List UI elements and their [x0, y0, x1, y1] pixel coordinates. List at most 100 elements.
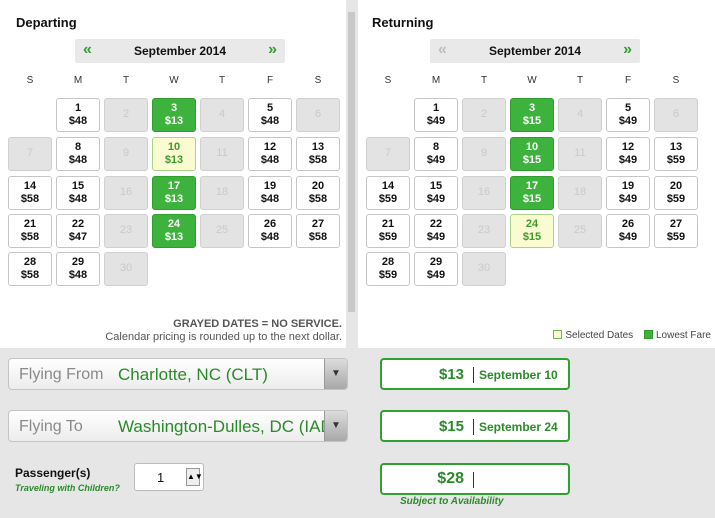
day-number: 18	[215, 186, 229, 198]
day-fare: $58	[20, 231, 40, 243]
returning-day-cell[interactable]: 27 $59	[654, 214, 698, 248]
day-number: 30	[477, 262, 491, 274]
day-number: 23	[119, 224, 133, 236]
returning-day-cell[interactable]: 22 $49	[414, 214, 458, 248]
departing-day-cell[interactable]: 5 $48	[248, 98, 292, 132]
returning-prev-month-icon[interactable]: «	[438, 41, 447, 58]
return-fare-price: $15	[438, 418, 464, 435]
returning-day-cell[interactable]: 3 $15	[510, 98, 554, 132]
returning-day-cell[interactable]: 5 $49	[606, 98, 650, 132]
returning-month-name: September 2014	[488, 44, 582, 58]
departing-day-cell: 11	[200, 137, 244, 171]
departing-day-cell[interactable]: 1 $48	[56, 98, 100, 132]
passengers-value: 1	[157, 470, 165, 485]
departing-day-cell[interactable]: 12 $48	[248, 137, 292, 171]
day-fare: $58	[20, 269, 40, 281]
returning-next-month-icon[interactable]: »	[623, 41, 632, 58]
returning-day-cell[interactable]: 14 $59	[366, 176, 410, 210]
weekday-header: T	[122, 75, 130, 86]
weekday-header: M	[431, 75, 441, 86]
returning-day-cell[interactable]: 19 $49	[606, 176, 650, 210]
day-number: 14	[381, 180, 395, 192]
flying-to-dropdown-button[interactable]: ▼	[324, 411, 347, 441]
departing-day-cell[interactable]: 28 $58	[8, 252, 52, 286]
flying-to-label: Flying To	[19, 418, 83, 435]
departing-day-cell[interactable]: 20 $58	[296, 176, 340, 210]
traveling-with-children-link[interactable]: Traveling with Children?	[15, 483, 120, 493]
returning-day-cell[interactable]: 10 $15	[510, 137, 554, 171]
day-fare: $15	[522, 193, 542, 205]
day-number: 18	[573, 186, 587, 198]
day-number: 25	[215, 224, 229, 236]
day-fare: $15	[522, 115, 542, 127]
departing-month-bar: « September 2014 »	[75, 39, 285, 63]
passengers-label: Passenger(s)	[15, 466, 91, 480]
departing-month-name: September 2014	[133, 44, 227, 58]
day-fare: $58	[308, 231, 328, 243]
departing-day-cell[interactable]: 22 $47	[56, 214, 100, 248]
flying-from-dropdown-button[interactable]: ▼	[324, 359, 347, 389]
passengers-select[interactable]: 1 ▲▼	[134, 463, 204, 491]
departing-day-cell[interactable]: 10 $13	[152, 137, 196, 171]
returning-day-cell[interactable]: 29 $49	[414, 252, 458, 286]
day-fare: $13	[164, 115, 184, 127]
weekday-header: T	[480, 75, 488, 86]
returning-day-cell[interactable]: 15 $49	[414, 176, 458, 210]
returning-day-cell[interactable]: 28 $59	[366, 252, 410, 286]
returning-day-cell[interactable]: 20 $59	[654, 176, 698, 210]
departing-day-cell[interactable]: 26 $48	[248, 214, 292, 248]
departing-day-cell[interactable]: 21 $58	[8, 214, 52, 248]
departing-day-cell[interactable]: 29 $48	[56, 252, 100, 286]
returning-day-cell[interactable]: 21 $59	[366, 214, 410, 248]
day-number: 10	[525, 141, 539, 153]
day-number: 22	[429, 218, 443, 230]
returning-day-cell[interactable]: 8 $49	[414, 137, 458, 171]
returning-month-bar: « September 2014 »	[430, 39, 640, 63]
day-number: 15	[71, 180, 85, 192]
departing-day-cell[interactable]: 8 $48	[56, 137, 100, 171]
returning-day-cell[interactable]: 12 $49	[606, 137, 650, 171]
departing-next-month-icon[interactable]: »	[268, 41, 277, 58]
day-number: 9	[122, 147, 130, 159]
day-number: 13	[311, 141, 325, 153]
total-fare-price: $28	[437, 470, 464, 487]
stepper-arrows-icon[interactable]: ▲▼	[186, 468, 203, 486]
departing-day-cell[interactable]: 17 $13	[152, 176, 196, 210]
departing-day-cell[interactable]: 27 $58	[296, 214, 340, 248]
weekday-header: W	[527, 75, 537, 86]
day-fare: $49	[426, 231, 446, 243]
returning-day-cell[interactable]: 26 $49	[606, 214, 650, 248]
returning-day-cell: 9	[462, 137, 506, 171]
departing-day-cell[interactable]: 19 $48	[248, 176, 292, 210]
day-number: 8	[74, 141, 82, 153]
day-number: 23	[477, 224, 491, 236]
flying-to-select[interactable]: Flying To Washington-Dulles, DC (IAD) ▼	[8, 410, 348, 442]
departing-day-cell: 4	[200, 98, 244, 132]
returning-day-cell[interactable]: 17 $15	[510, 176, 554, 210]
day-number: 24	[167, 218, 181, 230]
departing-day-cell[interactable]: 15 $48	[56, 176, 100, 210]
day-fare: $48	[68, 269, 88, 281]
departing-day-cell[interactable]: 13 $58	[296, 137, 340, 171]
returning-title: Returning	[372, 15, 434, 30]
returning-day-cell[interactable]: 1 $49	[414, 98, 458, 132]
departing-day-cell[interactable]: 24 $13	[152, 214, 196, 248]
selected-dates-swatch	[553, 330, 563, 339]
depart-fare-summary: $13 September 10	[380, 358, 570, 390]
day-number: 26	[263, 218, 277, 230]
flying-from-select[interactable]: Flying From Charlotte, NC (CLT) ▼	[8, 358, 348, 390]
return-fare-date: September 24	[479, 420, 558, 434]
day-fare: $49	[618, 193, 638, 205]
weekday-header: T	[218, 75, 226, 86]
returning-day-cell[interactable]: 13 $59	[654, 137, 698, 171]
departing-day-cell[interactable]: 14 $58	[8, 176, 52, 210]
weekday-header: S	[26, 75, 34, 86]
weekday-header: W	[169, 75, 179, 86]
returning-day-cell[interactable]: 24 $15	[510, 214, 554, 248]
departing-prev-month-icon[interactable]: «	[83, 41, 92, 58]
day-number: 17	[525, 180, 539, 192]
day-number: 19	[263, 180, 277, 192]
return-fare-summary: $15 September 24	[380, 410, 570, 442]
departing-day-cell[interactable]: 3 $13	[152, 98, 196, 132]
summary-divider	[473, 367, 474, 383]
